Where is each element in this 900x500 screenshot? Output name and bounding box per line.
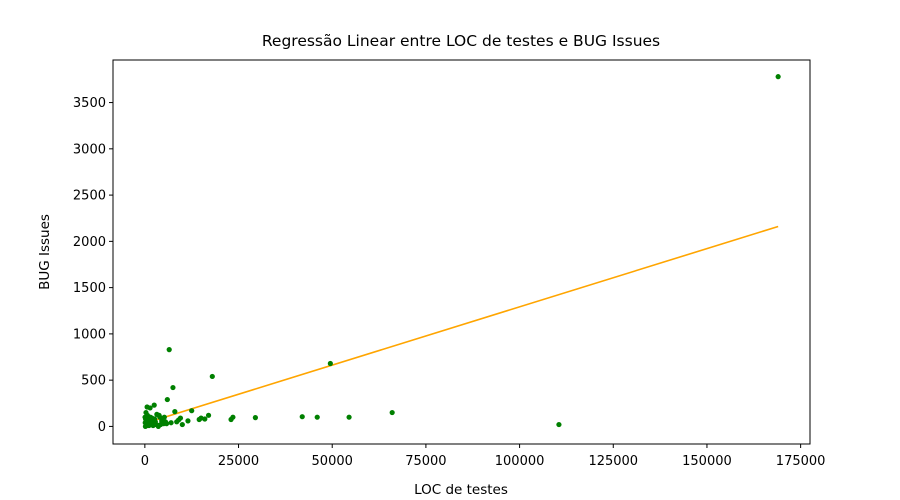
x-tick-label: 25000	[218, 454, 259, 469]
x-tick-label: 50000	[312, 454, 353, 469]
y-tick-label: 2000	[73, 235, 106, 250]
y-axis-label: BUG Issues	[37, 214, 53, 290]
x-tick-label: 75000	[405, 454, 446, 469]
data-point	[143, 409, 149, 416]
data-point	[775, 74, 781, 80]
data-point	[172, 409, 178, 415]
data-point	[556, 421, 562, 428]
data-point	[168, 420, 174, 426]
y-tick-label: 1500	[73, 281, 106, 296]
data-point	[161, 414, 167, 420]
data-point	[299, 414, 305, 420]
data-point	[346, 414, 352, 420]
x-tick-label: 100000	[495, 454, 545, 469]
data-point	[205, 412, 212, 418]
data-point	[151, 402, 157, 408]
data-point	[389, 409, 395, 416]
plot-frame	[112, 59, 811, 445]
data-point	[142, 414, 148, 420]
y-tick-label: 2500	[73, 189, 106, 204]
y-tick-label: 1000	[73, 327, 106, 342]
data-point	[189, 408, 195, 414]
data-point	[166, 347, 172, 353]
data-point	[154, 411, 160, 417]
y-tick-label: 3000	[73, 142, 106, 157]
data-point	[196, 416, 202, 423]
data-point	[179, 421, 185, 428]
x-tick-label: 0	[141, 454, 149, 469]
data-point	[185, 418, 191, 424]
data-point	[228, 416, 234, 423]
data-point	[142, 423, 149, 430]
chart-title: Regressão Linear entre LOC de testes e B…	[262, 32, 660, 50]
data-point	[142, 420, 148, 426]
y-tick-label: 3500	[73, 96, 106, 111]
data-point	[314, 414, 320, 420]
data-point	[252, 415, 258, 421]
data-point	[170, 384, 176, 391]
data-point	[144, 404, 150, 410]
x-tick-label: 175000	[776, 454, 826, 469]
x-tick-label: 125000	[588, 454, 638, 469]
x-tick-label: 150000	[682, 454, 732, 469]
data-point	[174, 419, 180, 425]
regression-line	[144, 225, 779, 425]
data-point	[164, 396, 170, 403]
y-tick-label: 0	[98, 420, 106, 435]
x-axis-label: LOC de testes	[414, 482, 508, 498]
data-point	[327, 360, 333, 367]
data-point	[209, 373, 215, 380]
y-tick-label: 500	[81, 374, 106, 389]
